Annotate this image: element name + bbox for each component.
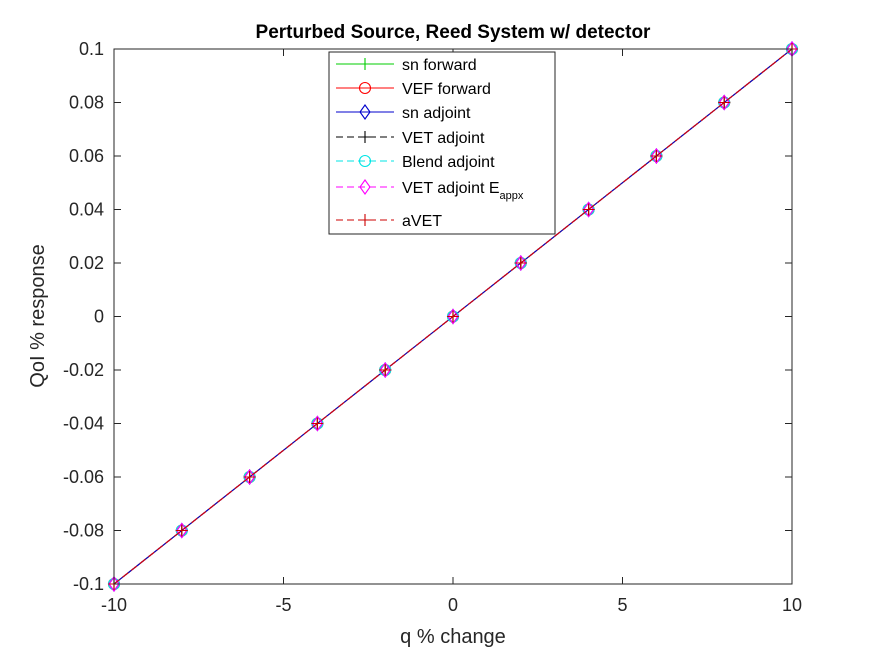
legend-marker bbox=[358, 81, 372, 95]
legend-label: aVET bbox=[402, 213, 442, 230]
y-tick-label: 0.08 bbox=[69, 93, 104, 113]
y-tick-label: 0.06 bbox=[69, 146, 104, 166]
legend-entry: VEF forward bbox=[336, 81, 491, 98]
y-tick-label: -0.06 bbox=[63, 467, 104, 487]
data-point-marker bbox=[311, 415, 324, 432]
y-tick-label: 0.04 bbox=[69, 200, 104, 220]
legend-label: sn forward bbox=[402, 57, 477, 74]
data-point-marker bbox=[311, 417, 324, 430]
data-point-marker bbox=[582, 203, 595, 216]
y-tick-label: 0 bbox=[94, 307, 104, 327]
legend-entry: VET adjoint Eappx bbox=[336, 179, 524, 202]
x-tick-label: -5 bbox=[275, 595, 291, 615]
legend-marker bbox=[359, 131, 371, 143]
data-point-marker bbox=[718, 96, 731, 109]
y-tick-label: 0.1 bbox=[79, 39, 104, 59]
data-point-marker bbox=[379, 362, 391, 378]
legend-marker bbox=[358, 154, 372, 168]
series-layer bbox=[107, 41, 799, 592]
legend-label: sn adjoint bbox=[402, 105, 471, 122]
legend-entry: aVET bbox=[336, 213, 442, 230]
legend: sn forward VEF forward sn adjoint VET adjoi… bbox=[328, 51, 556, 235]
series-6 bbox=[108, 43, 798, 590]
y-tick-label: -0.1 bbox=[73, 574, 104, 594]
legend-marker bbox=[359, 104, 371, 120]
legend-entry: VET adjoint bbox=[336, 130, 485, 147]
data-point-marker bbox=[514, 257, 527, 269]
x-axis-label: q % change bbox=[400, 626, 506, 648]
legend-marker bbox=[359, 179, 371, 195]
legend-marker bbox=[359, 58, 371, 70]
x-tick-label: 10 bbox=[782, 595, 802, 615]
legend-entry: sn adjoint bbox=[336, 104, 471, 122]
y-axis-label: QoI % response bbox=[27, 244, 49, 387]
x-tick-label: -10 bbox=[101, 595, 127, 615]
chart-title: Perturbed Source, Reed System w/ detecto… bbox=[256, 22, 652, 43]
data-point-marker bbox=[447, 310, 459, 323]
legend-entry: Blend adjoint bbox=[336, 154, 495, 171]
y-tick-label: 0.02 bbox=[69, 253, 104, 273]
x-tick-label: 0 bbox=[448, 595, 458, 615]
y-tick-label: -0.02 bbox=[63, 360, 104, 380]
y-tick-label: -0.04 bbox=[63, 414, 104, 434]
x-tick-label: 5 bbox=[617, 595, 627, 615]
data-point-marker bbox=[243, 471, 256, 483]
legend-label-subscript: appx bbox=[500, 190, 524, 202]
legend-marker bbox=[359, 214, 371, 226]
legend-label: VEF forward bbox=[402, 81, 491, 98]
legend-label: VET adjoint Eappx bbox=[402, 180, 524, 202]
y-tick-label: -0.08 bbox=[63, 521, 104, 541]
legend-label: Blend adjoint bbox=[402, 154, 495, 171]
data-point-marker bbox=[379, 364, 392, 376]
data-point-marker bbox=[175, 524, 188, 537]
legend-entry: sn forward bbox=[336, 57, 477, 74]
data-point-marker bbox=[650, 150, 663, 162]
legend-label: VET adjoint bbox=[402, 130, 485, 147]
